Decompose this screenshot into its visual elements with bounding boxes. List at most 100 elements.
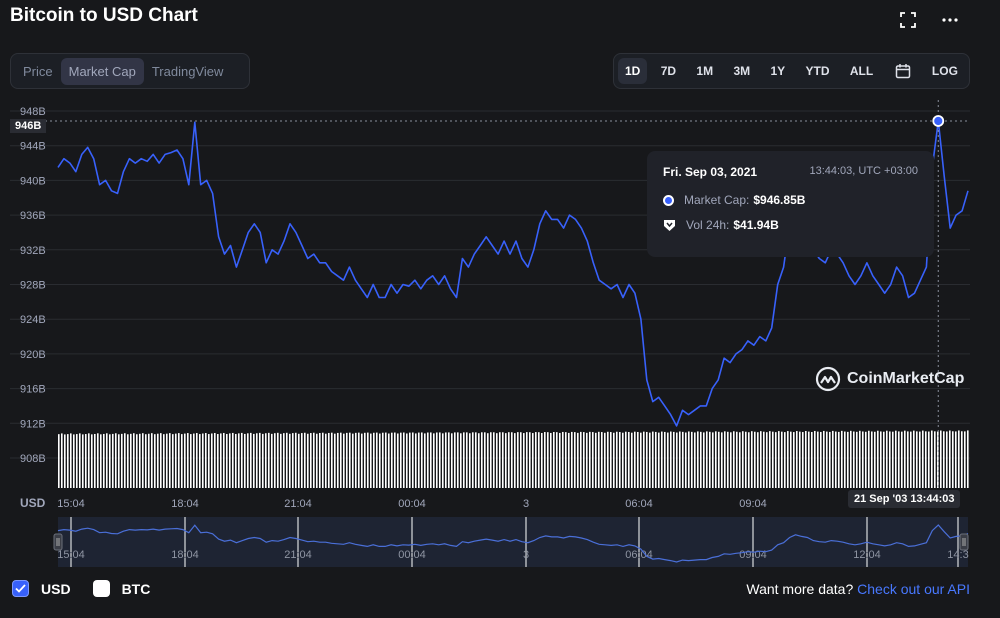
volume-bar (199, 434, 201, 488)
volume-bar (763, 431, 765, 488)
api-link[interactable]: Check out our API (857, 580, 970, 597)
volume-bar (670, 431, 672, 488)
y-tick-label: 924B (20, 314, 46, 326)
volume-bar (439, 432, 441, 488)
volume-bar (832, 430, 834, 488)
volume-bar (454, 432, 456, 488)
volume-bar (211, 433, 213, 488)
volume-bar (109, 434, 111, 488)
volume-bar (124, 433, 126, 488)
coinmarketcap-logo-icon (815, 366, 841, 392)
volume-bar (133, 433, 135, 488)
log-scale-toggle[interactable]: LOG (931, 64, 958, 78)
checkbox-unchecked-icon (92, 580, 110, 597)
volume-bar (268, 432, 270, 488)
range-3m[interactable]: 3M (733, 64, 751, 78)
volume-bar (172, 434, 174, 488)
volume-bar (853, 431, 855, 488)
volume-bar (817, 431, 819, 488)
volume-bar (796, 431, 798, 488)
volume-bar (91, 434, 93, 488)
volume-bar (70, 433, 72, 488)
navigator-tick-label: 21:04 (284, 549, 312, 561)
volume-bar (598, 431, 600, 488)
range-1m[interactable]: 1M (696, 64, 714, 78)
volume-bar (97, 433, 99, 488)
tab-price[interactable]: Price (23, 63, 53, 79)
tab-market-cap[interactable]: Market Cap (60, 57, 144, 85)
volume-bar (430, 432, 432, 488)
navigator-tick-label: 12:04 (853, 549, 881, 561)
volume-bar (673, 431, 675, 488)
volume-bar (139, 433, 141, 488)
volume-bar (565, 432, 567, 488)
range-ytd[interactable]: YTD (805, 64, 830, 78)
volume-bar (538, 432, 540, 488)
volume-bar (106, 433, 108, 488)
y-tick-label: 944B (20, 141, 46, 153)
x-tick-label: 09:04 (739, 498, 767, 510)
usd-checkbox[interactable]: USD (12, 580, 71, 597)
volume-bar (427, 432, 429, 488)
calendar-icon[interactable] (887, 56, 919, 86)
volume-bar (802, 432, 804, 488)
volume-bar (355, 432, 357, 488)
more-dots-icon[interactable] (940, 10, 960, 30)
y-tick-label: 928B (20, 280, 46, 292)
btc-checkbox[interactable]: BTC (92, 580, 151, 597)
volume-bar (160, 433, 162, 488)
usd-checkbox-label: USD (41, 580, 71, 597)
volume-bar (544, 432, 546, 488)
btc-checkbox-label: BTC (121, 580, 151, 597)
navigator-left-handle[interactable] (53, 533, 63, 551)
page-title: Bitcoin to USD Chart (10, 5, 198, 26)
volume-bar (103, 433, 105, 488)
volume-bar (313, 432, 315, 488)
tab-tradingview[interactable]: TradingView (151, 63, 224, 79)
volume-bar (739, 432, 741, 488)
volume-bar (154, 434, 156, 488)
volume-bar (874, 431, 876, 488)
fullscreen-icon[interactable] (898, 10, 918, 30)
y-tick-label: 912B (20, 418, 46, 430)
volume-bar (382, 432, 384, 488)
volume-bar (379, 433, 381, 488)
navigator-tick-label: 15:04 (57, 549, 85, 561)
volume-bar (616, 431, 618, 488)
volume-bar (334, 433, 336, 488)
volume-bar (601, 432, 603, 488)
volume-bar (118, 434, 120, 488)
volume-bar (697, 431, 699, 488)
volume-bar (349, 432, 351, 488)
volume-bar (502, 432, 504, 488)
range-1y[interactable]: 1Y (770, 64, 786, 78)
volume-bar (373, 432, 375, 488)
volume-shield-icon (664, 219, 675, 231)
volume-bar (652, 431, 654, 488)
navigator-right-handle[interactable] (959, 533, 969, 551)
volume-bar (925, 431, 927, 488)
volume-bar (448, 432, 450, 488)
volume-bar (910, 431, 912, 488)
volume-bar (307, 433, 309, 488)
volume-bar (295, 432, 297, 488)
volume-bar (457, 432, 459, 488)
y-tick-label: 920B (20, 349, 46, 361)
volume-bar (76, 434, 78, 488)
volume-bar (604, 432, 606, 488)
volume-bar (262, 433, 264, 488)
volume-bar (934, 431, 936, 488)
volume-bar (340, 432, 342, 488)
volume-bar (955, 431, 957, 488)
volume-bar (781, 431, 783, 488)
range-7d[interactable]: 7D (660, 64, 677, 78)
volume-bar (625, 431, 627, 488)
range-all[interactable]: ALL (849, 64, 874, 78)
navigator-line (57, 524, 969, 563)
range-1d[interactable]: 1D (618, 58, 648, 84)
volume-bar (787, 431, 789, 488)
volume-bar (712, 432, 714, 488)
volume-bar (916, 431, 918, 488)
volume-bar (190, 434, 192, 488)
